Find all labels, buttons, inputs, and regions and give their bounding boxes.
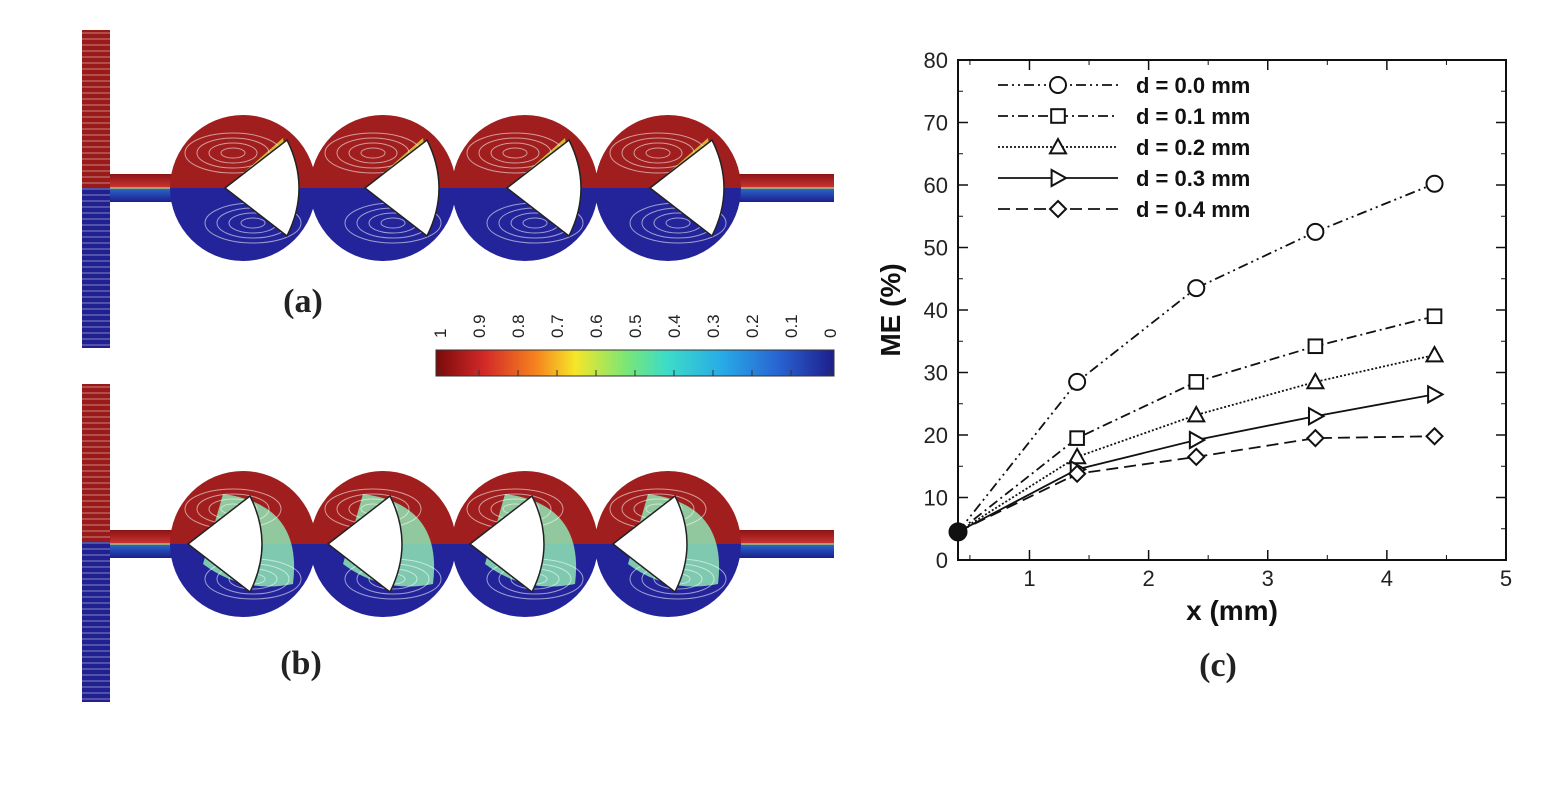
colorbar-tick-label: 0.6 [587, 314, 606, 338]
y-tick-label: 40 [924, 298, 948, 323]
series-circle [957, 174, 1444, 533]
obstacle [186, 494, 263, 594]
data-point [1050, 168, 1069, 188]
y-tick-label: 70 [924, 111, 948, 136]
data-point [1307, 338, 1324, 355]
data-point [1186, 404, 1206, 423]
mixing-chamber [452, 471, 598, 617]
legend-entry: d = 0.0 mm [998, 73, 1250, 98]
data-point [1187, 279, 1206, 298]
x-tick-label: 4 [1381, 566, 1393, 591]
colorbar-tick-label: 1 [431, 329, 450, 338]
colorbar-tick-label: 0.8 [509, 314, 528, 338]
shared-start-point [948, 522, 968, 542]
x-axis-title: x (mm) [1186, 595, 1278, 626]
colorbar-tick-label: 0.1 [782, 314, 801, 338]
legend-entry: d = 0.2 mm [998, 135, 1250, 160]
legend-label: d = 0.0 mm [1136, 73, 1250, 98]
x-tick-label: 2 [1142, 566, 1154, 591]
data-point [1188, 430, 1207, 450]
mixing-chamber [170, 471, 316, 617]
legend-label: d = 0.1 mm [1136, 104, 1250, 129]
data-point [1068, 372, 1087, 391]
y-tick-label: 50 [924, 236, 948, 261]
obstacle [326, 494, 403, 594]
data-point [1305, 428, 1325, 448]
obstacle [505, 138, 582, 238]
panel-b-label: (b) [280, 645, 322, 682]
series-line [957, 315, 1435, 533]
series-line [957, 182, 1435, 533]
x-tick-label: 5 [1500, 566, 1512, 591]
series-diamond [957, 426, 1444, 533]
panel-a-label: (a) [283, 283, 323, 320]
colorbar-tick-label: 0.4 [665, 314, 684, 338]
legend-label: d = 0.4 mm [1136, 197, 1250, 222]
data-point [1424, 344, 1445, 363]
data-point [1427, 384, 1445, 405]
data-point [1186, 447, 1206, 467]
obstacle [468, 494, 545, 594]
series-line [957, 354, 1435, 533]
data-point [1305, 371, 1326, 390]
data-point [1425, 174, 1444, 193]
colorbar: 1 0.9 0.8 0.7 0.6 0.5 0.4 0.3 0.2 0.1 0 [431, 314, 840, 377]
data-point [1188, 374, 1205, 390]
colorbar-tick-label: 0.9 [470, 314, 489, 338]
y-axis-title: ME (%) [875, 263, 906, 356]
data-point [1050, 108, 1066, 124]
y-tick-label: 0 [936, 548, 948, 573]
data-point [1048, 199, 1068, 219]
data-point [1426, 308, 1443, 325]
y-tick-label: 20 [924, 423, 948, 448]
legend-label: d = 0.2 mm [1136, 135, 1250, 160]
panel-b-mixer-contour [82, 384, 834, 702]
obstacle [223, 138, 300, 238]
y-tick-label: 80 [924, 48, 948, 73]
y-tick-label: 10 [924, 486, 948, 511]
data-point [1307, 406, 1326, 426]
legend-entry: d = 0.3 mm [998, 166, 1250, 191]
mixing-chamber [310, 471, 456, 617]
data-point [1306, 222, 1325, 241]
obstacle [611, 494, 688, 594]
colorbar-tick-label: 0.2 [743, 314, 762, 338]
data-point [1067, 464, 1087, 484]
x-tick-label: 3 [1262, 566, 1274, 591]
mixing-chamber [170, 115, 316, 261]
mixing-chamber [595, 115, 741, 261]
y-tick-label: 60 [924, 173, 948, 198]
y-tick-label: 30 [924, 361, 948, 386]
mixing-chamber [595, 471, 741, 617]
colorbar-tick-label: 0.3 [704, 314, 723, 338]
mixing-chamber [452, 115, 598, 261]
legend-entry: d = 0.4 mm [998, 197, 1250, 222]
legend-label: d = 0.3 mm [1136, 166, 1250, 191]
colorbar-tick-label: 0.5 [626, 314, 645, 338]
panel-a-mixer-contour [82, 30, 834, 348]
obstacle [648, 138, 725, 238]
data-point [1048, 136, 1068, 155]
colorbar-tick-label: 0 [821, 329, 840, 338]
legend-entry: d = 0.1 mm [998, 104, 1250, 129]
data-point [1069, 430, 1085, 446]
series-square [957, 308, 1443, 533]
data-point [1049, 76, 1067, 94]
colorbar-tick-label: 0.7 [548, 314, 567, 338]
panel-c-label: (c) [1199, 647, 1237, 684]
data-point [1425, 426, 1444, 446]
mixing-chamber [310, 115, 456, 261]
series-triangle [957, 344, 1445, 533]
data-point [1067, 446, 1087, 465]
obstacle [363, 138, 440, 238]
x-tick-label: 1 [1023, 566, 1035, 591]
